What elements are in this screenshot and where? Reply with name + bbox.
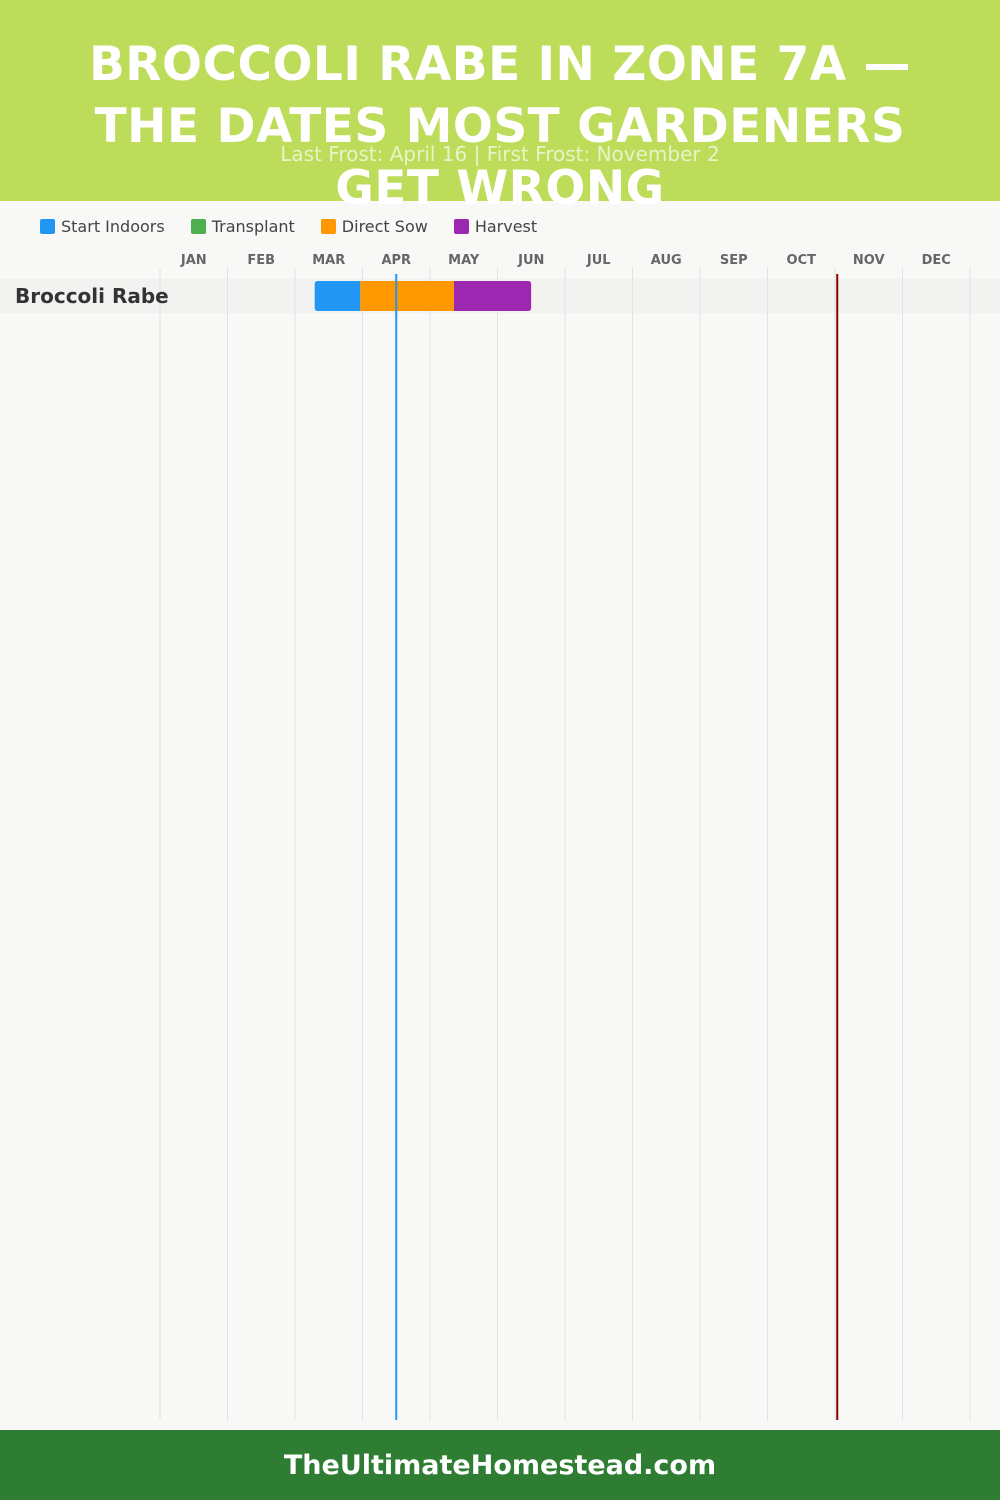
phase-bar-segment (314, 281, 361, 311)
month-label: JUN (517, 253, 544, 268)
month-label: JUL (586, 253, 611, 268)
month-label: FEB (247, 253, 275, 268)
month-label: JAN (180, 253, 207, 268)
chart-legend: Start Indoors Transplant Direct Sow Harvest (40, 215, 563, 237)
month-label: APR (381, 253, 411, 268)
legend-swatch (40, 218, 55, 234)
month-label: DEC (922, 253, 951, 268)
phase-bar-segment (453, 281, 532, 311)
month-label: MAR (312, 253, 345, 268)
month-label: SEP (720, 253, 748, 268)
planting-calendar-chart: JAN FEB MAR APR MAY JUN JUL AUG SEP OCT NOV DEC Broc… (15, 253, 971, 1420)
legend-swatch (190, 218, 206, 234)
legend-item: Transplant (190, 216, 295, 236)
crop-bar-group (314, 281, 532, 311)
crop-label: Broccoli Rabe (15, 284, 169, 308)
month-label: OCT (787, 253, 817, 268)
site-url[interactable]: TheUltimateHomestead.com (283, 1449, 717, 1481)
month-label: AUG (651, 253, 682, 268)
legend-swatch (320, 218, 336, 234)
page-title: BROCCOLI RABE IN ZONE 7A — THE DATES MOS… (88, 37, 912, 216)
month-label: MAY (448, 253, 480, 268)
frost-dates-subtitle: Last Frost: April 16 | First Frost: Nove… (280, 142, 720, 166)
legend-label: Direct Sow (341, 216, 428, 236)
legend-item: Harvest (453, 216, 538, 236)
legend-label: Harvest (474, 216, 538, 236)
legend-item: Start Indoors (40, 217, 165, 236)
footer-banner: TheUltimateHomestead.com (0, 1430, 1000, 1500)
legend-label: Start Indoors (61, 216, 165, 236)
legend-item: Direct Sow (320, 216, 428, 236)
legend-label: Transplant (211, 216, 295, 236)
legend-swatch (453, 218, 469, 234)
phase-bar-segment (360, 281, 454, 311)
month-label: NOV (853, 253, 885, 268)
header-banner: BROCCOLI RABE IN ZONE 7A — THE DATES MOS… (0, 0, 1000, 216)
